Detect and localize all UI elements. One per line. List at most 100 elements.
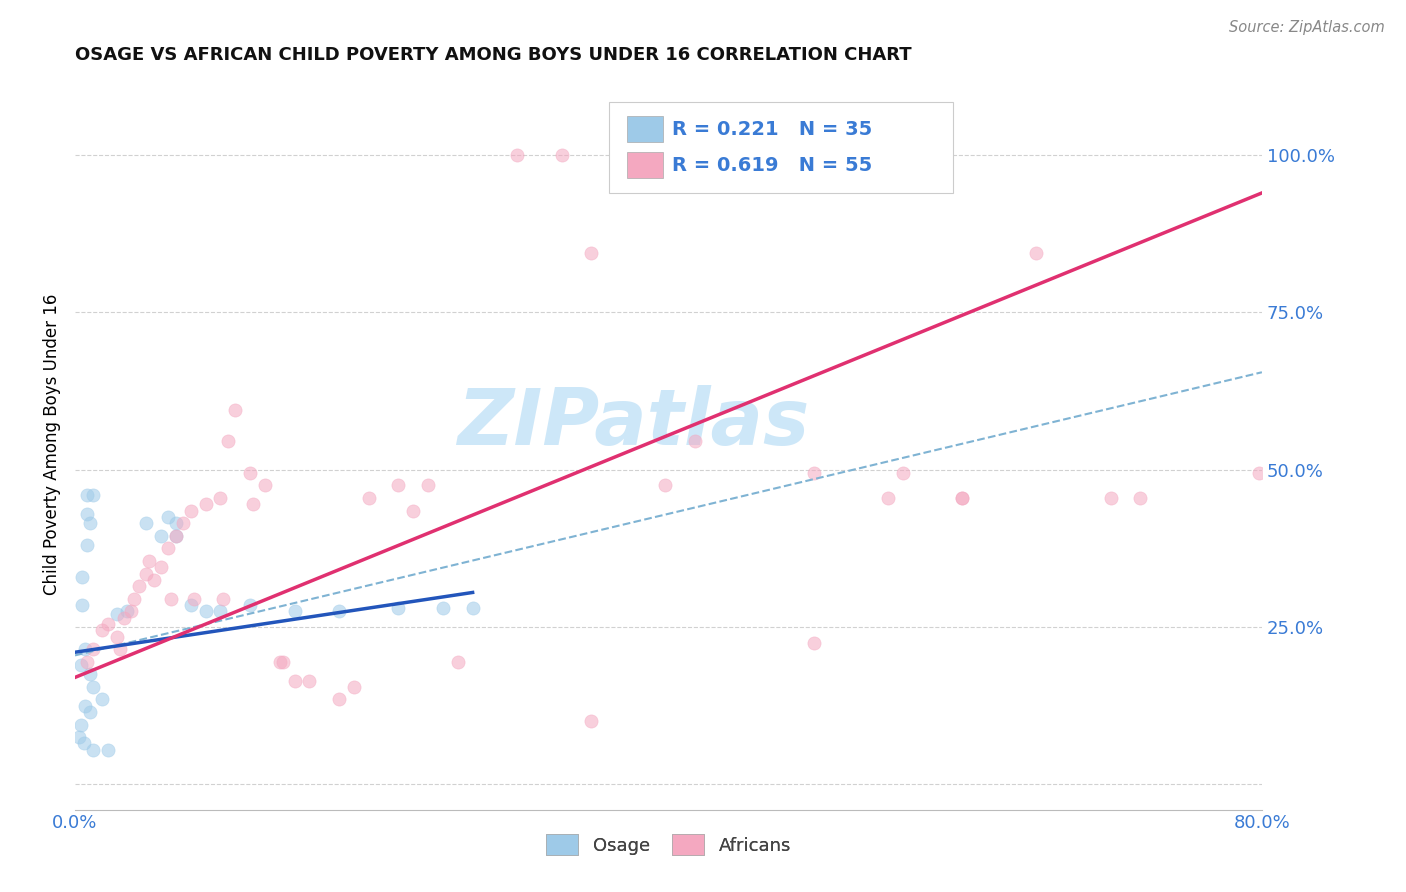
Point (194, 604, 217, 618)
Point (142, 573, 165, 587)
Point (150, 560, 173, 574)
Point (76, 507, 98, 521)
Point (357, 491, 380, 505)
Point (239, 466, 262, 480)
Point (271, 655, 294, 669)
Point (298, 673, 321, 688)
Y-axis label: Child Poverty Among Boys Under 16: Child Poverty Among Boys Under 16 (44, 294, 60, 595)
Point (212, 591, 235, 606)
FancyBboxPatch shape (609, 102, 953, 193)
FancyBboxPatch shape (627, 152, 662, 178)
Point (72, 570, 94, 584)
Point (76, 655, 98, 669)
Point (105, 607, 128, 622)
Point (115, 604, 138, 618)
Point (70, 657, 93, 672)
Point (803, 466, 825, 480)
Point (461, 601, 484, 615)
Point (165, 529, 187, 543)
Point (157, 510, 180, 524)
Point (447, 655, 470, 669)
Point (253, 478, 276, 492)
Point (950, 491, 973, 505)
Point (128, 579, 150, 593)
Point (343, 680, 366, 694)
Point (79, 705, 101, 719)
Point (1247, 466, 1270, 480)
Point (432, 601, 454, 615)
Point (70, 717, 93, 731)
Point (416, 478, 439, 492)
Point (165, 516, 187, 531)
Point (328, 692, 350, 706)
Text: OSAGE VS AFRICAN CHILD POVERTY AMONG BOYS UNDER 16 CORRELATION CHART: OSAGE VS AFRICAN CHILD POVERTY AMONG BOY… (75, 46, 911, 64)
Point (269, 655, 291, 669)
Point (683, 434, 706, 449)
Point (138, 554, 160, 568)
Point (150, 529, 173, 543)
Point (1129, 491, 1152, 505)
Point (82, 642, 104, 657)
Point (76, 538, 98, 552)
Point (950, 491, 973, 505)
Text: ZIPatlas: ZIPatlas (457, 384, 808, 460)
Text: R = 0.619   N = 55: R = 0.619 N = 55 (672, 155, 872, 175)
Point (75, 698, 97, 713)
Point (209, 491, 232, 505)
Point (112, 610, 135, 624)
Point (135, 516, 157, 531)
FancyBboxPatch shape (627, 116, 662, 143)
Point (387, 601, 409, 615)
Text: Source: ZipAtlas.com: Source: ZipAtlas.com (1229, 20, 1385, 35)
Point (877, 491, 900, 505)
Point (172, 516, 194, 531)
Point (506, 148, 529, 162)
Point (82, 680, 104, 694)
Point (217, 434, 239, 449)
Point (97, 743, 120, 757)
Point (90, 624, 112, 638)
Point (82, 743, 104, 757)
Point (160, 591, 183, 606)
Legend: Osage, Africans: Osage, Africans (538, 827, 799, 863)
Point (654, 478, 676, 492)
Point (90, 692, 112, 706)
Point (72, 598, 94, 612)
Point (402, 503, 425, 517)
Point (387, 478, 409, 492)
Point (284, 604, 307, 618)
Point (194, 497, 217, 511)
Point (75, 642, 97, 657)
Point (82, 488, 104, 502)
Point (224, 403, 246, 417)
Point (183, 591, 205, 606)
Point (73, 736, 96, 750)
Point (239, 598, 262, 612)
Point (581, 714, 603, 729)
Point (1025, 245, 1047, 260)
Point (180, 503, 202, 517)
Point (97, 616, 120, 631)
Point (180, 598, 202, 612)
Point (165, 529, 187, 543)
Point (328, 604, 350, 618)
Point (157, 541, 180, 556)
Point (79, 516, 101, 531)
Point (124, 591, 146, 606)
Text: R = 0.221   N = 35: R = 0.221 N = 35 (672, 120, 872, 139)
Point (135, 566, 157, 581)
Point (242, 497, 264, 511)
Point (79, 667, 101, 681)
Point (803, 636, 825, 650)
Point (284, 673, 307, 688)
Point (581, 245, 603, 260)
Point (209, 604, 232, 618)
Point (105, 630, 128, 644)
Point (891, 466, 914, 480)
Point (1099, 491, 1122, 505)
Point (108, 642, 131, 657)
Point (69, 730, 91, 744)
Point (76, 488, 98, 502)
Point (550, 148, 572, 162)
Point (120, 604, 142, 618)
